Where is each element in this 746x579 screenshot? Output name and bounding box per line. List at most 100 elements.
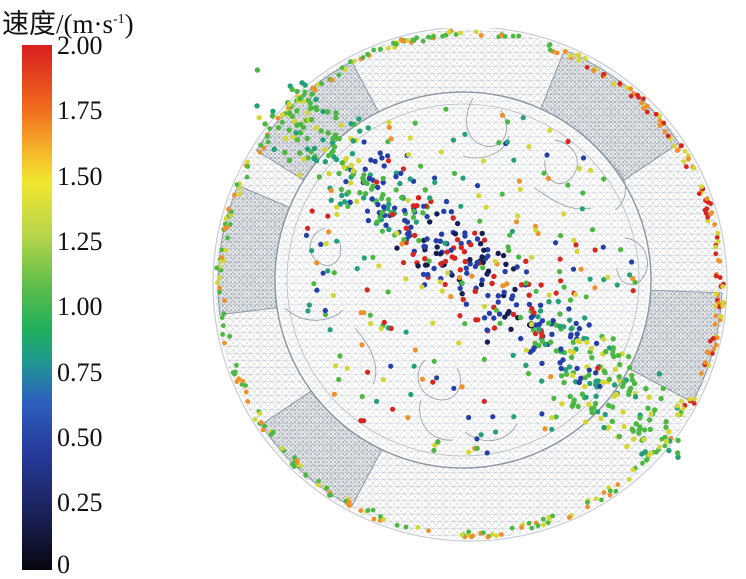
particle	[431, 34, 436, 39]
particle	[220, 332, 225, 337]
particle	[715, 239, 721, 245]
particle	[412, 347, 418, 353]
particle	[510, 311, 517, 318]
particle	[220, 323, 226, 328]
particle	[439, 288, 445, 294]
particle	[454, 237, 461, 243]
particle	[627, 272, 633, 278]
particle	[547, 42, 553, 47]
particle	[527, 349, 533, 355]
particle	[422, 244, 429, 250]
particle	[562, 48, 568, 54]
particle	[344, 365, 350, 371]
particle	[386, 226, 392, 233]
particle	[582, 315, 588, 321]
particle	[557, 233, 564, 239]
particle	[578, 375, 584, 381]
particle	[615, 482, 621, 487]
particle	[410, 251, 416, 258]
particle	[601, 490, 607, 495]
particle	[305, 155, 311, 161]
particle	[236, 186, 242, 191]
particle	[316, 478, 321, 484]
particle	[710, 336, 716, 341]
particle	[308, 116, 315, 123]
particle	[628, 86, 633, 92]
particle	[367, 321, 374, 327]
particle	[563, 367, 569, 373]
particle	[624, 85, 630, 90]
particle	[641, 106, 647, 111]
particle	[275, 115, 281, 121]
particle	[636, 95, 641, 100]
particle	[653, 111, 659, 117]
particle	[675, 412, 681, 418]
particle	[380, 377, 386, 383]
particle	[320, 108, 326, 115]
particle	[583, 394, 589, 400]
particle	[583, 294, 589, 300]
particle	[706, 363, 711, 368]
particle	[326, 171, 332, 177]
particle	[422, 187, 428, 193]
particle	[412, 120, 418, 126]
particle	[435, 439, 441, 445]
particle	[512, 286, 518, 293]
particle	[660, 385, 666, 392]
particle	[560, 357, 566, 363]
particle	[328, 187, 334, 194]
particle	[424, 236, 430, 242]
particle	[539, 360, 545, 367]
particle	[601, 71, 607, 77]
particle	[309, 208, 315, 214]
particle	[601, 176, 607, 182]
particle	[595, 409, 601, 415]
particle	[632, 394, 639, 400]
particle	[600, 379, 606, 385]
particle	[333, 204, 340, 210]
particle	[412, 232, 418, 239]
particle	[610, 351, 616, 357]
particle	[671, 143, 677, 149]
velocity-particles	[214, 28, 726, 540]
particle	[536, 326, 542, 333]
particle	[309, 91, 315, 97]
particle	[257, 411, 263, 416]
particle	[584, 339, 590, 345]
particle	[691, 401, 697, 406]
particle	[379, 195, 385, 202]
particle	[533, 322, 539, 328]
particle	[504, 139, 510, 145]
particle	[607, 492, 613, 498]
particle	[574, 338, 580, 344]
inner-outlines	[284, 97, 648, 442]
particle	[331, 154, 337, 160]
particle	[391, 205, 398, 211]
particle	[557, 323, 563, 329]
particle	[314, 287, 320, 293]
particle	[616, 433, 623, 440]
particle	[399, 194, 405, 201]
particle	[629, 377, 635, 383]
particle	[254, 67, 261, 73]
particle	[371, 47, 377, 53]
particle	[312, 87, 318, 93]
particle	[576, 379, 582, 386]
particle	[270, 429, 276, 435]
particle	[609, 418, 615, 425]
particle	[528, 254, 535, 260]
particle	[657, 123, 663, 128]
particle	[466, 414, 472, 421]
particle	[557, 256, 563, 262]
tick-label-0: 0	[57, 550, 70, 579]
particle	[537, 308, 544, 314]
particle	[388, 363, 394, 369]
particle	[311, 145, 318, 152]
particle	[385, 196, 392, 203]
particle	[483, 204, 489, 210]
particle	[558, 278, 564, 284]
particle	[405, 38, 410, 43]
particle	[500, 252, 507, 259]
particle	[385, 153, 391, 159]
particle	[478, 33, 484, 38]
